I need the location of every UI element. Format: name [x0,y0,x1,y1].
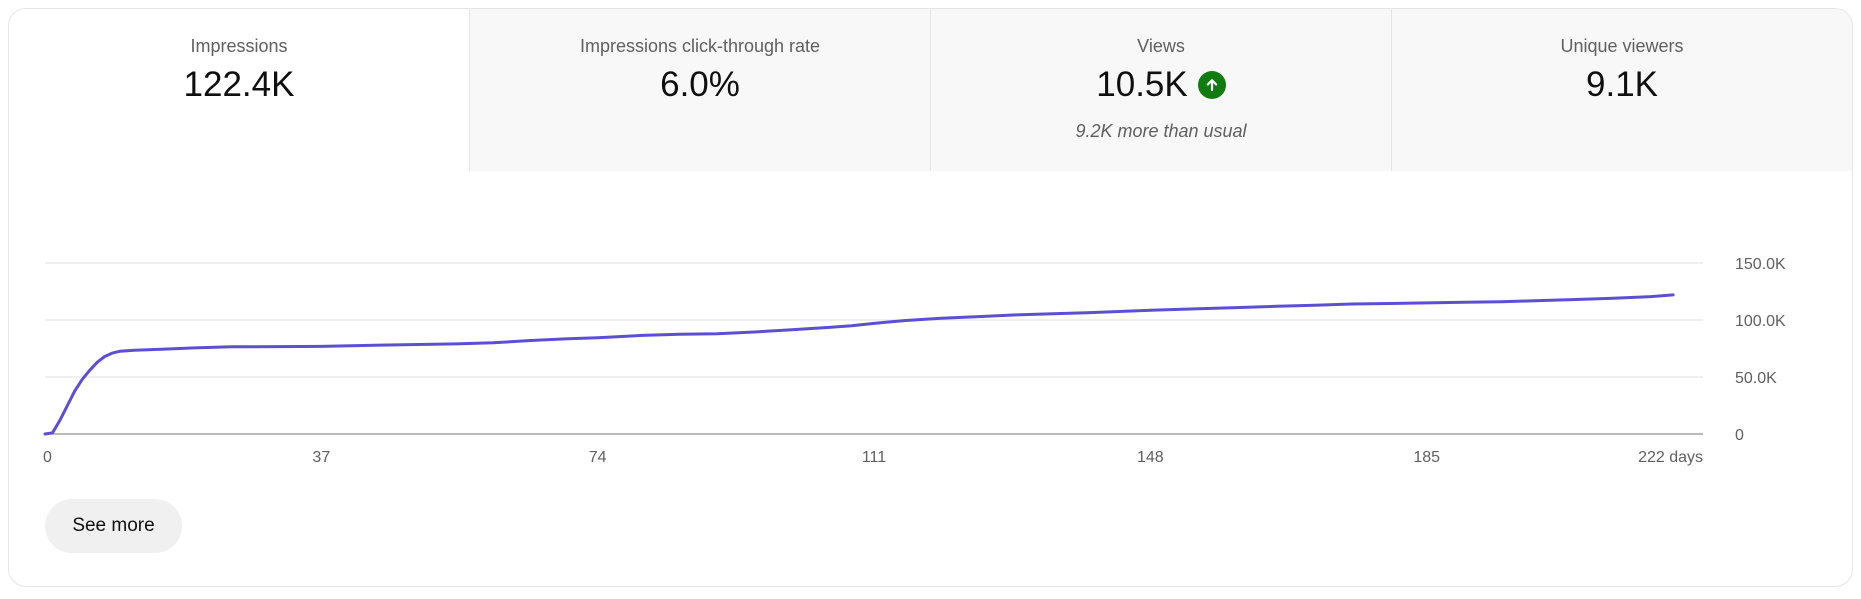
metric-value: 122.4K [183,65,295,104]
analytics-card: Impressions 122.4K Impressions click-thr… [8,8,1853,587]
tab-impressions[interactable]: Impressions 122.4K [9,9,469,171]
impressions-chart: 0 50.0K 100.0K 150.0K 0 37 74 111 148 185 222 days [9,171,1852,471]
x-tick-label: 0 [43,449,52,466]
y-tick-label: 0 [1735,427,1744,444]
tab-value: 122.4K [9,65,469,105]
y-tick-label: 100.0K [1735,313,1786,330]
y-tick-label: 50.0K [1735,370,1777,387]
series-line [43,293,1675,436]
metric-value: 9.1K [1586,65,1658,104]
x-tick-label: 185 [1413,449,1440,466]
tab-label: Views [1137,36,1185,56]
tab-views[interactable]: Views 10.5K 9.2K more than usual [930,9,1391,171]
x-tick-label: 37 [312,449,330,466]
tab-label: Impressions [190,36,288,56]
x-tick-label: 222 days [1638,449,1703,466]
tab-value: 9.1K [1392,65,1852,105]
arrow-up-circle-icon [1197,71,1226,99]
tab-impressions-ctr[interactable]: Impressions click-through rate 6.0% [469,9,930,171]
y-tick-label: 150.0K [1735,256,1786,273]
tab-value: 6.0% [470,65,930,105]
x-tick-label: 111 [862,449,886,466]
metric-note: 9.2K more than usual [1075,121,1247,141]
metric-tabs: Impressions 122.4K Impressions click-thr… [9,9,1852,171]
x-tick-label: 148 [1137,449,1164,466]
tab-unique-viewers[interactable]: Unique viewers 9.1K [1391,9,1852,171]
tab-label: Impressions click-through rate [579,36,821,56]
x-tick-label: 74 [589,449,607,466]
line-chart: 0 50.0K 100.0K 150.0K 0 37 74 111 148 185 222 days [43,256,1786,466]
see-more-button[interactable]: See more [45,499,182,553]
metric-value: 6.0% [660,65,740,104]
tab-label: Unique viewers [1560,36,1684,56]
tab-value: 10.5K [931,65,1391,105]
metric-value: 10.5K [1096,65,1188,104]
